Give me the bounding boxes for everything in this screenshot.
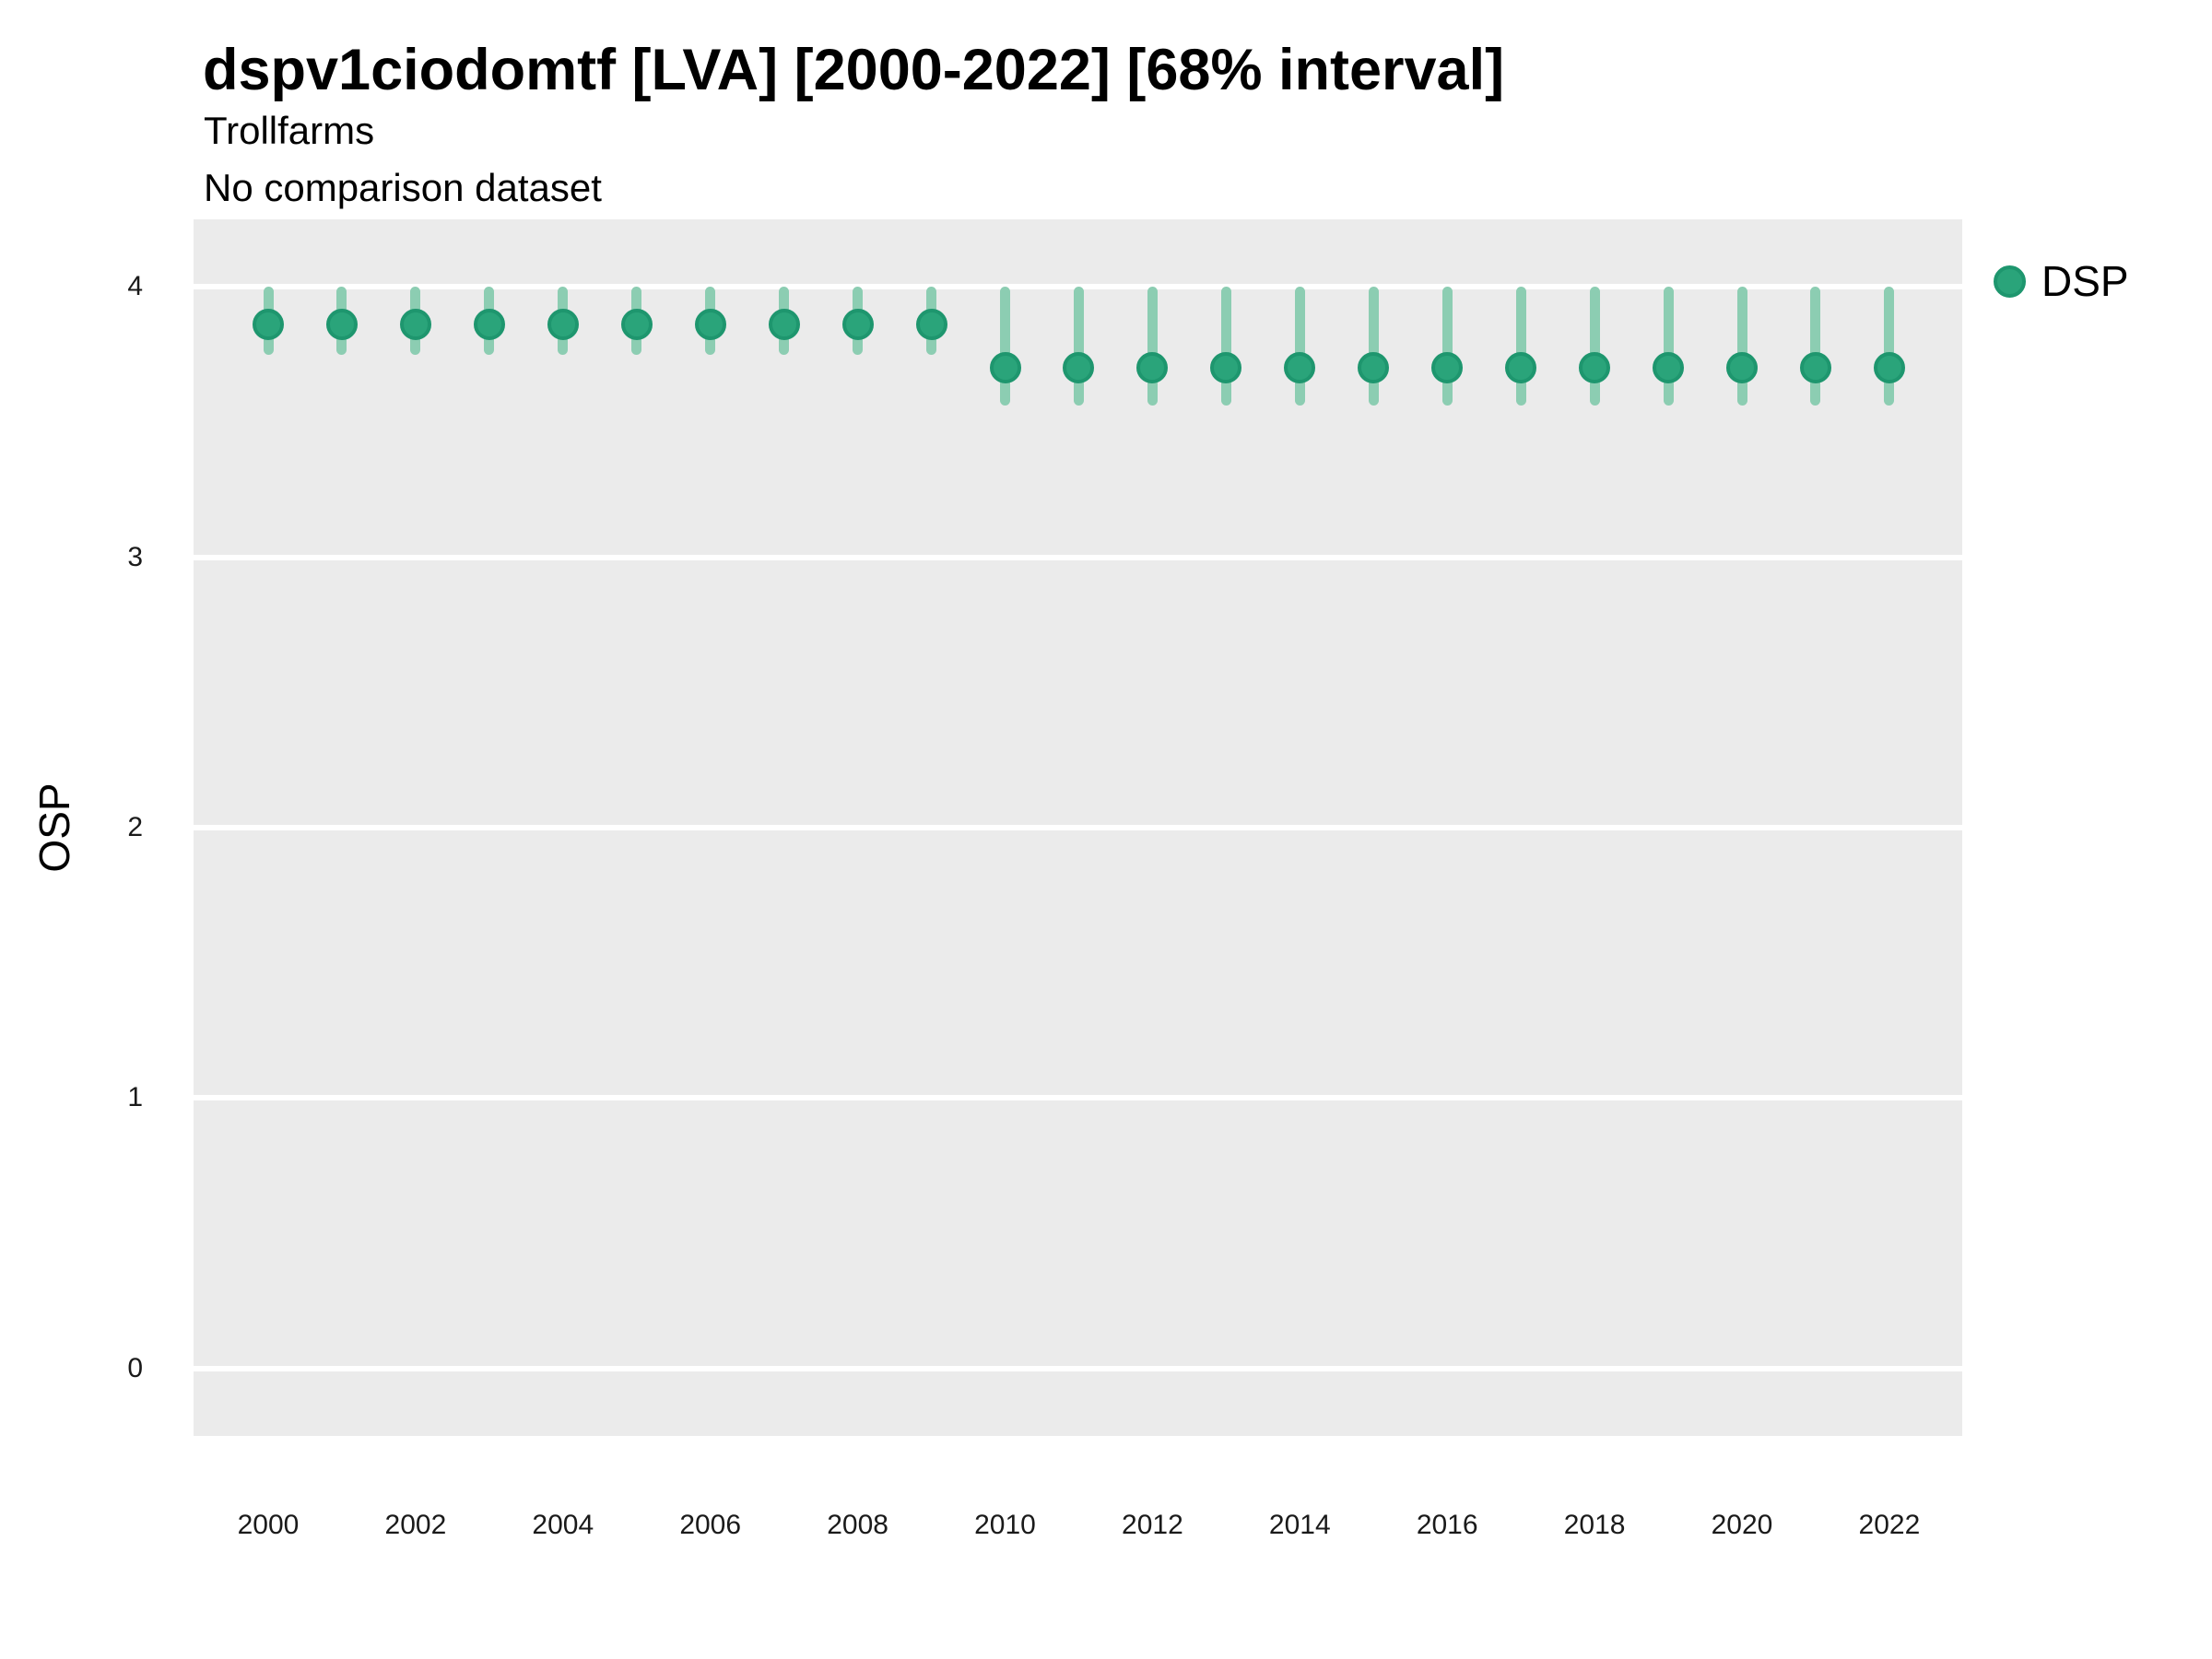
x-tick-label-2020: 2020 — [1711, 1510, 1773, 1540]
y-tick-label-0: 0 — [127, 1352, 143, 1383]
x-tick-label-2004: 2004 — [532, 1510, 594, 1540]
interval-bar-2012 — [1147, 287, 1158, 406]
data-point-2020 — [1726, 352, 1758, 384]
data-point-2022 — [1873, 352, 1905, 384]
legend-marker-icon — [1994, 265, 2026, 298]
data-point-2012 — [1136, 352, 1169, 384]
interval-bar-2022 — [1884, 287, 1895, 406]
data-point-2016 — [1431, 352, 1464, 384]
gridline-y-1 — [194, 1095, 1962, 1101]
data-point-2021 — [1799, 352, 1831, 384]
x-tick-label-2012: 2012 — [1122, 1510, 1183, 1540]
comparison-note: No comparison dataset — [204, 166, 602, 209]
data-point-2013 — [1210, 352, 1242, 384]
gridline-y-3 — [194, 554, 1962, 560]
data-point-2014 — [1284, 352, 1316, 384]
y-tick-label-4: 4 — [127, 271, 143, 302]
interval-bar-2010 — [1000, 287, 1010, 406]
data-point-2015 — [1358, 352, 1390, 384]
interval-bar-2014 — [1294, 287, 1305, 406]
data-point-2017 — [1505, 352, 1537, 384]
interval-bar-2019 — [1663, 287, 1674, 406]
data-point-2019 — [1653, 352, 1685, 384]
interval-bar-2020 — [1736, 287, 1747, 406]
x-tick-label-2000: 2000 — [237, 1510, 300, 1540]
interval-bar-2017 — [1515, 287, 1526, 406]
data-point-2002 — [399, 309, 431, 341]
data-point-2010 — [989, 352, 1021, 384]
gridline-y-2 — [194, 825, 1962, 830]
plot-panel — [194, 219, 1962, 1436]
legend-label: DSP — [2041, 257, 2129, 305]
data-point-2000 — [253, 309, 284, 341]
data-point-2011 — [1063, 352, 1095, 384]
interval-bar-2021 — [1810, 287, 1821, 406]
x-tick-label-2008: 2008 — [827, 1510, 888, 1540]
x-tick-label-2018: 2018 — [1563, 1510, 1626, 1540]
data-point-2004 — [547, 309, 579, 341]
chart-subtitle: Trollfarms — [204, 109, 375, 152]
data-point-2007 — [768, 309, 800, 341]
y-tick-label-3: 3 — [127, 541, 143, 572]
gridline-y-0 — [194, 1365, 1962, 1371]
data-point-2006 — [694, 309, 726, 341]
interval-bar-2013 — [1220, 287, 1231, 406]
x-tick-label-2010: 2010 — [974, 1510, 1036, 1540]
chart-title: dspv1ciodomtf [LVA] [2000-2022] [68% int… — [203, 38, 1505, 102]
data-point-2009 — [915, 309, 947, 341]
data-point-2008 — [841, 309, 874, 341]
x-tick-label-2006: 2006 — [679, 1510, 742, 1540]
data-point-2001 — [325, 309, 358, 341]
x-tick-label-2014: 2014 — [1268, 1510, 1331, 1540]
interval-bar-2011 — [1073, 287, 1084, 406]
data-point-2003 — [473, 309, 505, 341]
x-tick-label-2016: 2016 — [1416, 1510, 1478, 1540]
data-point-2018 — [1579, 352, 1611, 384]
interval-bar-2015 — [1368, 287, 1379, 406]
x-tick-label-2002: 2002 — [384, 1510, 447, 1540]
x-tick-label-2022: 2022 — [1858, 1510, 1921, 1540]
interval-bar-2016 — [1441, 287, 1453, 406]
y-tick-label-2: 2 — [127, 812, 143, 842]
interval-bar-2018 — [1589, 287, 1600, 406]
data-point-2005 — [620, 309, 653, 341]
y-tick-label-1: 1 — [127, 1082, 143, 1113]
legend: DSP — [1994, 256, 2129, 306]
